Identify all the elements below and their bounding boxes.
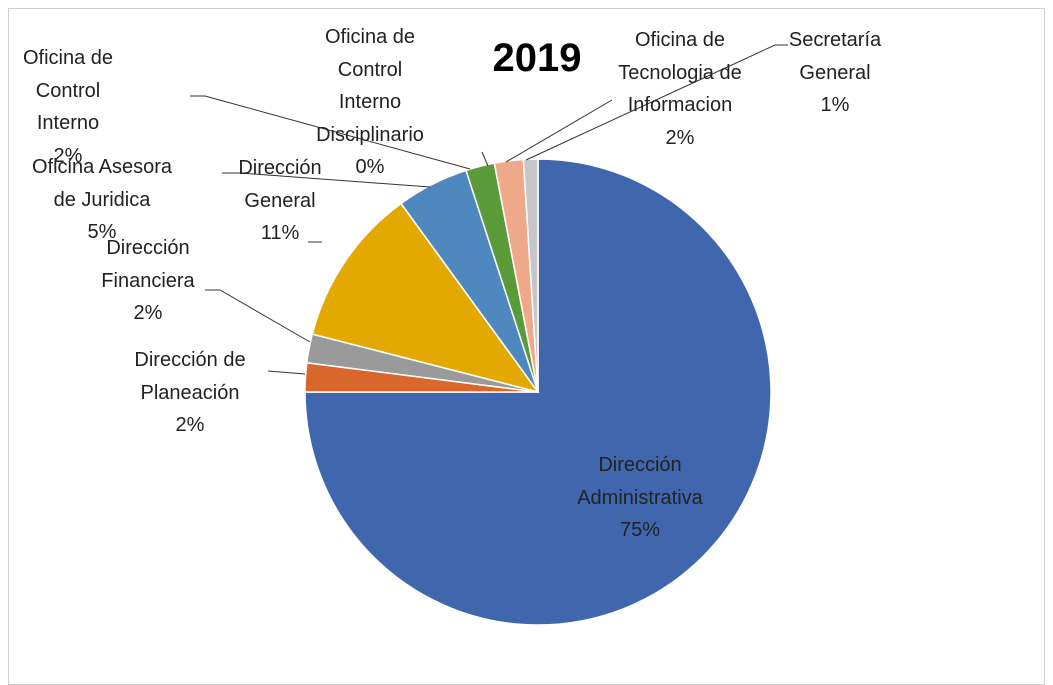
data-label: Oficina de Control Interno 2%	[23, 42, 113, 172]
value-label: 75%	[619, 519, 661, 541]
data-label: Dirección Administrativa 75%	[577, 449, 703, 547]
data-label: Secretaría General 1%	[789, 24, 881, 122]
data-label: Dirección de Planeación 2%	[134, 344, 245, 442]
value-label: 5%	[87, 221, 117, 243]
category-label: Oficina de Control Interno Disciplinario	[316, 26, 424, 146]
leader-line	[481, 151, 489, 167]
category-label: Dirección General	[238, 157, 322, 212]
value-label: 11%	[260, 222, 300, 244]
value-label: 0%	[355, 156, 385, 178]
category-label: Oficina de Control Interno	[22, 47, 114, 134]
value-label: 1%	[820, 94, 850, 116]
data-label: Oficina de Tecnologia de Informacion 2%	[618, 24, 741, 154]
category-label: Dirección Financiera	[101, 237, 195, 292]
data-label: Dirección Financiera 2%	[101, 232, 194, 330]
category-label: Oficina Asesora de Juridica	[31, 156, 173, 211]
data-label: Dirección General 11%	[238, 152, 321, 250]
data-label: Oficina de Control Interno Disciplinario…	[316, 21, 424, 184]
value-label: 2%	[665, 126, 695, 149]
leader-line	[205, 289, 311, 343]
category-label: Dirección Administrativa	[577, 454, 703, 509]
leader-line	[267, 370, 306, 375]
category-label: Dirección de Planeación	[134, 349, 246, 404]
leader-line	[525, 44, 788, 161]
category-label: Oficina de Tecnologia de Informacion	[618, 29, 742, 116]
value-label: 2%	[175, 414, 205, 436]
data-label: Oficina Asesora de Juridica 5%	[32, 151, 172, 249]
leader-lines	[190, 44, 788, 375]
pie-slice	[311, 202, 540, 394]
leader-line	[222, 172, 431, 188]
value-label: 2%	[133, 302, 163, 324]
category-label: Secretaría General	[788, 29, 882, 84]
pie-slice	[522, 158, 539, 393]
leader-line	[505, 99, 613, 163]
chart-title: 2019	[492, 36, 582, 80]
leader-line	[190, 95, 471, 170]
value-label: 2%	[53, 144, 83, 167]
